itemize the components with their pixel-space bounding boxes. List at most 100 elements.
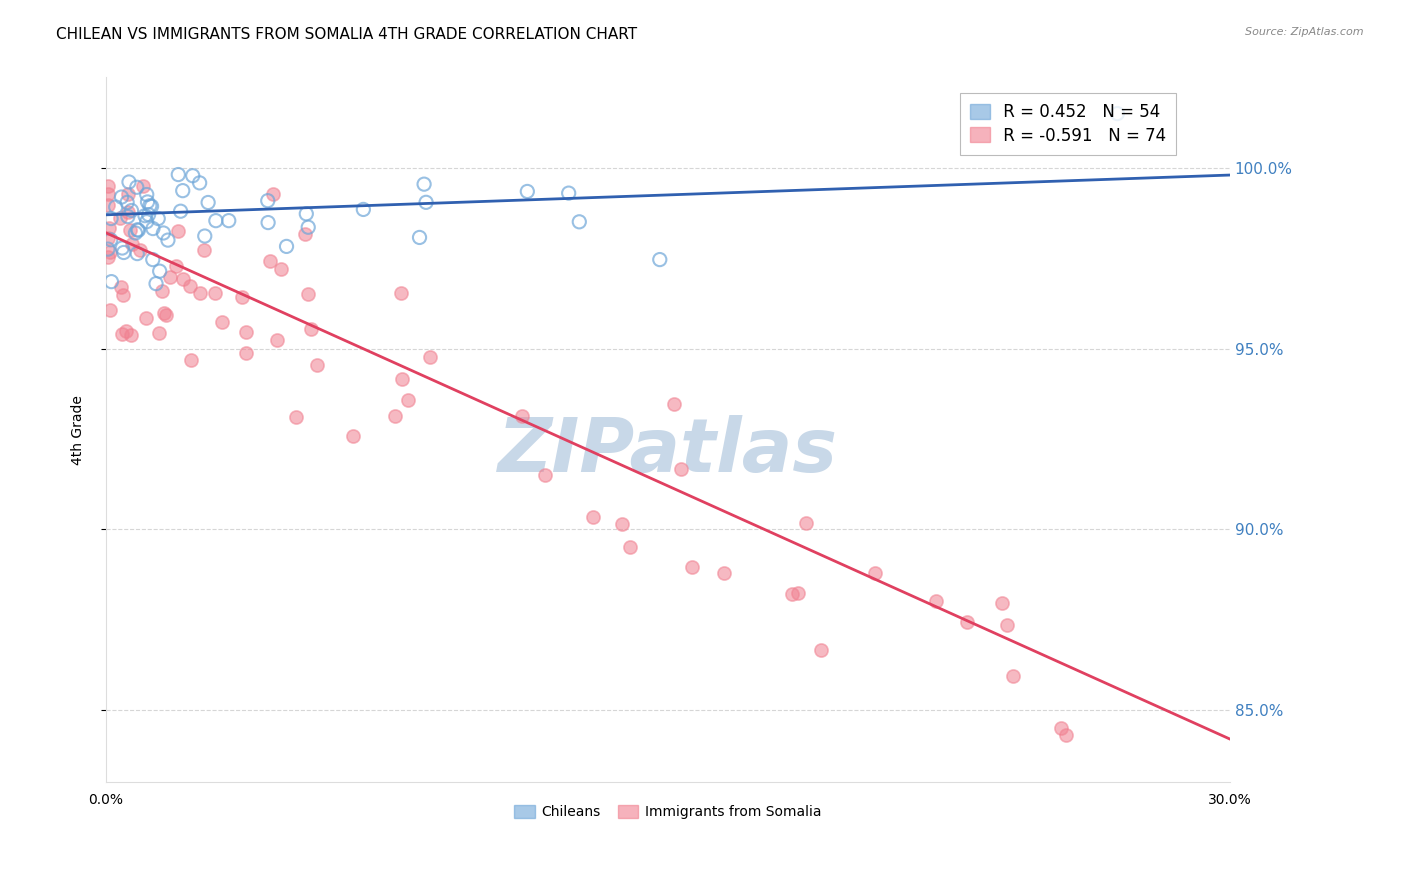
Point (925, 594, 948, 608)
Point (180, 352, 202, 367)
Point (167, 168, 190, 182)
Point (299, 322, 322, 336)
Point (648, 252, 671, 267)
Point (179, 279, 201, 293)
Point (284, 410, 307, 425)
Point (510, 409, 533, 423)
Point (159, 269, 181, 284)
Point (262, 186, 284, 201)
Point (270, 261, 292, 276)
Text: ZIPatlas: ZIPatlas (498, 415, 838, 488)
Legend: Chileans, Immigrants from Somalia: Chileans, Immigrants from Somalia (509, 799, 828, 825)
Point (100, 275, 122, 289)
Y-axis label: 4th Grade: 4th Grade (72, 395, 86, 465)
Point (129, 244, 152, 258)
Point (117, 204, 139, 219)
Point (1050, 721, 1073, 735)
Text: 30.0%: 30.0% (1208, 793, 1251, 807)
Point (97, 187, 120, 202)
Point (112, 245, 135, 260)
Point (127, 223, 149, 237)
Point (125, 180, 148, 194)
Point (193, 243, 215, 257)
Point (276, 239, 298, 253)
Point (297, 287, 319, 301)
Point (786, 585, 808, 599)
Point (662, 397, 685, 411)
Point (134, 209, 156, 223)
Point (115, 195, 138, 210)
Point (259, 253, 281, 268)
Text: 0.0%: 0.0% (89, 793, 124, 807)
Point (138, 208, 160, 222)
Point (172, 272, 194, 286)
Point (266, 334, 288, 348)
Point (136, 194, 159, 209)
Point (155, 308, 177, 322)
Point (115, 324, 138, 338)
Point (681, 560, 703, 574)
Point (389, 285, 412, 300)
Point (419, 350, 441, 364)
Point (534, 467, 557, 482)
Point (295, 207, 318, 221)
Point (582, 510, 605, 524)
Point (204, 286, 226, 301)
Point (415, 195, 437, 210)
Point (671, 461, 693, 475)
Point (782, 587, 804, 601)
Point (188, 176, 211, 190)
Point (121, 203, 143, 218)
Point (610, 516, 633, 531)
Point (297, 220, 319, 235)
Point (352, 202, 374, 217)
Point (205, 213, 228, 227)
Point (149, 264, 172, 278)
Point (104, 200, 127, 214)
Point (188, 286, 211, 301)
Point (148, 211, 170, 226)
Point (194, 229, 217, 244)
Point (391, 371, 413, 385)
Point (156, 233, 179, 247)
Point (256, 194, 278, 208)
Point (120, 223, 142, 237)
Point (121, 236, 143, 251)
Point (150, 284, 173, 298)
Point (413, 177, 436, 191)
Point (118, 175, 141, 189)
Point (135, 215, 157, 229)
Point (145, 277, 167, 291)
Point (117, 210, 139, 224)
Point (619, 540, 641, 554)
Point (97, 179, 120, 194)
Point (167, 224, 190, 238)
Point (294, 227, 316, 242)
Point (865, 566, 887, 580)
Point (152, 306, 174, 320)
Text: Source: ZipAtlas.com: Source: ZipAtlas.com (1246, 27, 1364, 37)
Point (132, 178, 155, 193)
Point (235, 345, 257, 359)
Point (218, 213, 240, 227)
Point (139, 199, 162, 213)
Point (100, 244, 122, 259)
Point (98, 302, 121, 317)
Point (97, 242, 120, 256)
Point (516, 185, 538, 199)
Point (995, 618, 1018, 632)
Point (307, 359, 329, 373)
Point (97, 198, 120, 212)
Point (991, 596, 1014, 610)
Point (111, 288, 134, 302)
Point (117, 186, 139, 201)
Point (124, 226, 146, 240)
Point (110, 280, 132, 294)
Point (211, 315, 233, 329)
Point (231, 289, 253, 303)
Point (127, 223, 149, 237)
Point (108, 211, 131, 225)
Point (1107, 106, 1129, 120)
Point (127, 246, 149, 260)
Point (172, 184, 194, 198)
